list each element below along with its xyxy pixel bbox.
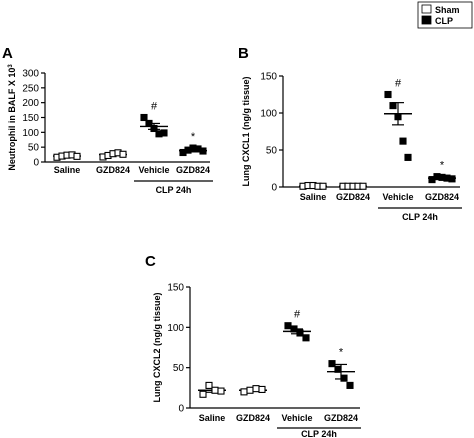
panel-c-y-tick-label: 150 [167, 283, 184, 294]
panel-a-letter: A [2, 45, 13, 62]
panel-b-significance-mark: # [395, 78, 402, 90]
panel-c-category-label: Saline [199, 413, 226, 423]
panel-c-data-point [246, 386, 254, 394]
panel-c-data-point [211, 386, 219, 394]
panel-c-data-point [258, 385, 266, 393]
panel-b-data-point [399, 137, 407, 145]
panel-a-y-tick-label: 300 [22, 69, 39, 80]
panel-c-data-point [296, 329, 304, 337]
panel-a-data-point [160, 129, 168, 137]
panel-a-y-axis-label-sup: 3 [8, 64, 14, 68]
panel-b-category-label: GZD824 [336, 192, 370, 202]
panel-b-data-point [319, 182, 327, 190]
panel-c-data-point [340, 374, 348, 382]
panel-a-category-label: GZD824 [96, 165, 130, 175]
panel-b-y-axis-label: Lung CXCL1 (ng/g tissue) [241, 77, 251, 187]
panel-a-category-label: GZD824 [176, 165, 210, 175]
panel-c-data-point [284, 322, 292, 330]
panel-b-data-point [359, 182, 367, 190]
panel-b-y-tick-label: 50 [266, 146, 278, 157]
panel-c-data-point [302, 334, 310, 342]
panel-a-data-point [119, 150, 127, 158]
legend-swatch-sham [421, 4, 432, 14]
panel-c-data-point [205, 381, 213, 389]
panel-b-y-tick-label: 100 [260, 109, 277, 120]
panel-c-data-point [290, 325, 298, 333]
panel-a-y-tick-label: 100 [22, 128, 39, 139]
panel-c-y-tick-label: 50 [173, 363, 185, 374]
legend-swatch-clp [421, 15, 432, 25]
panel-c-significance-mark: # [294, 309, 301, 321]
panel-b-letter: B [238, 45, 249, 62]
panel-c-data-point [252, 385, 260, 393]
panel-c-category-label: GZD824 [236, 413, 270, 423]
panel-a-y-tick-label: 0 [33, 158, 39, 169]
panel-c-data-point [334, 365, 342, 373]
panel-a: A 0 50 100 150 200 250 300 Neutrophil in BALF X … [2, 45, 213, 195]
legend-label-clp: CLP [435, 16, 453, 26]
panel-c-group-label: CLP 24h [301, 429, 337, 438]
panel-c-data-point [346, 381, 354, 389]
panel-a-significance-mark: # [151, 101, 158, 113]
panel-b-data-point [384, 90, 392, 99]
panel-a-category-label: Saline [54, 165, 81, 175]
panel-b-data-point [394, 113, 402, 121]
panel-c-category-label: GZD824 [324, 413, 358, 423]
panel-b: B 0 50 100 150 Lung CXCL1 (ng/g tissue) Saline… [238, 45, 462, 222]
panel-c-y-axis-label: Lung CXCL2 (ng/g tissue) [152, 293, 162, 403]
panel-a-y-axis-label: Neutrophil in BALF X 103 [7, 64, 17, 171]
panel-b-y-tick-label: 150 [260, 72, 277, 83]
panel-a-y-tick-label: 150 [22, 113, 39, 124]
panel-a-y-tick-label: 50 [28, 143, 40, 154]
panel-a-group-label: CLP 24h [156, 185, 192, 195]
panel-c-data-point [199, 390, 207, 398]
panel-b-data-point [448, 175, 456, 183]
panel-a-y-tick-label: 250 [22, 83, 39, 94]
panel-c: C 0 50 100 150 Lung CXCL2 (ng/g tissue) Saline… [145, 253, 361, 438]
panel-c-letter: C [145, 253, 156, 270]
panel-a-data-point [199, 147, 207, 155]
panel-c-data-point [217, 387, 225, 395]
panel-b-y-tick-label: 0 [271, 183, 277, 194]
panel-a-y-tick-label: 200 [22, 98, 39, 109]
panel-a-data-point [150, 124, 158, 133]
panel-b-category-label: Vehicle [382, 192, 413, 202]
panel-c-significance-mark: * [339, 347, 344, 359]
panel-c-y-tick-label: 100 [167, 323, 184, 334]
panel-b-significance-mark: * [440, 160, 445, 172]
panel-b-group-label: CLP 24h [402, 212, 438, 222]
legend-label-sham: Sham [435, 5, 460, 15]
panel-b-category-label: Saline [300, 192, 327, 202]
panel-a-category-label: Vehicle [138, 165, 169, 175]
panel-c-data-point [240, 388, 248, 396]
panel-a-data-point [145, 119, 153, 127]
panel-b-category-label: GZD824 [425, 192, 459, 202]
panel-a-significance-mark: * [191, 131, 196, 143]
panel-b-data-point [404, 153, 412, 161]
panel-c-y-tick-label: 0 [178, 404, 184, 415]
panel-c-category-label: Vehicle [281, 413, 312, 423]
panel-c-data-point [328, 360, 336, 368]
panel-a-data-point [73, 152, 81, 160]
panel-b-data-point [389, 102, 397, 110]
panel-a-data-point [140, 113, 148, 122]
